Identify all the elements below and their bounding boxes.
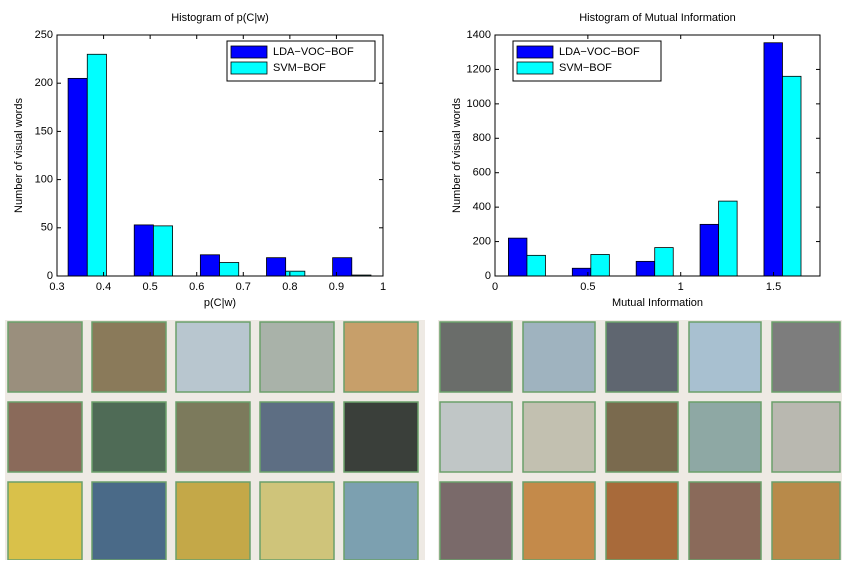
bar: [332, 257, 353, 277]
y-tick-label: 0: [485, 270, 491, 282]
bar: [86, 53, 107, 277]
x-tick-label: 0.9: [329, 281, 344, 293]
x-tick-label: 0.7: [236, 281, 251, 293]
axes-box: [494, 34, 821, 277]
x-tick-label: 0.8: [282, 281, 297, 293]
axes-box: [56, 34, 384, 277]
legend-label: LDA−VOC−BOF: [559, 46, 640, 58]
legend: LDA−VOC−BOF SVM−BOF: [512, 40, 662, 82]
legend-label: LDA−VOC−BOF: [273, 46, 354, 58]
y-tick-label: 1400: [467, 29, 491, 41]
y-tick-label: 250: [35, 29, 53, 41]
x-tick-label: 0.3: [49, 281, 64, 293]
y-tick-label: 0: [47, 270, 53, 282]
bar: [699, 223, 719, 277]
y-tick-label: 200: [35, 77, 53, 89]
bar: [199, 254, 220, 277]
y-tick-label: 100: [35, 174, 53, 186]
bar: [67, 77, 88, 277]
x-tick-label: 1: [678, 281, 684, 293]
bar: [133, 224, 154, 277]
bar: [285, 270, 306, 277]
y-axis-label: Number of visual words: [13, 98, 25, 213]
legend: LDA−VOC−BOF SVM−BOF: [226, 40, 376, 82]
bar: [266, 257, 287, 277]
y-tick-label: 1200: [467, 63, 491, 75]
image-grid-left: [5, 320, 425, 561]
x-tick-label: 1.5: [766, 281, 781, 293]
bar: [782, 75, 802, 277]
legend-label: SVM−BOF: [273, 62, 326, 74]
y-tick-label: 600: [473, 167, 491, 179]
bar: [654, 247, 674, 277]
legend-swatch: [230, 61, 268, 75]
bar: [508, 237, 528, 277]
legend-label: SVM−BOF: [559, 62, 612, 74]
bar: [153, 225, 173, 277]
bar: [526, 254, 546, 277]
bar: [219, 262, 240, 277]
chart-title: Histogram of Mutual Information: [579, 12, 736, 24]
x-tick-label: 0.5: [142, 281, 157, 293]
x-tick-label: 0.5: [580, 281, 595, 293]
legend-swatch: [516, 45, 554, 59]
y-tick-label: 200: [473, 235, 491, 247]
legend-swatch: [516, 61, 554, 75]
y-tick-label: 1000: [467, 98, 491, 110]
y-tick-label: 400: [473, 201, 491, 213]
image-grid-right: [438, 320, 842, 561]
x-axis-label: p(C|w): [204, 297, 236, 309]
chart-title: Histogram of p(C|w): [171, 12, 269, 24]
x-tick-label: 0: [492, 281, 498, 293]
bar: [635, 260, 656, 277]
y-tick-label: 50: [41, 222, 53, 234]
bar: [718, 200, 738, 277]
x-tick-label: 0.4: [96, 281, 111, 293]
y-axis-label: Number of visual words: [451, 98, 463, 213]
y-tick-label: 800: [473, 132, 491, 144]
x-tick-label: 1: [380, 281, 386, 293]
bar: [763, 42, 783, 277]
x-axis-label: Mutual Information: [612, 297, 703, 309]
legend-swatch: [230, 45, 268, 59]
y-tick-label: 150: [35, 125, 53, 137]
x-tick-label: 0.6: [189, 281, 204, 293]
bar: [590, 254, 610, 277]
